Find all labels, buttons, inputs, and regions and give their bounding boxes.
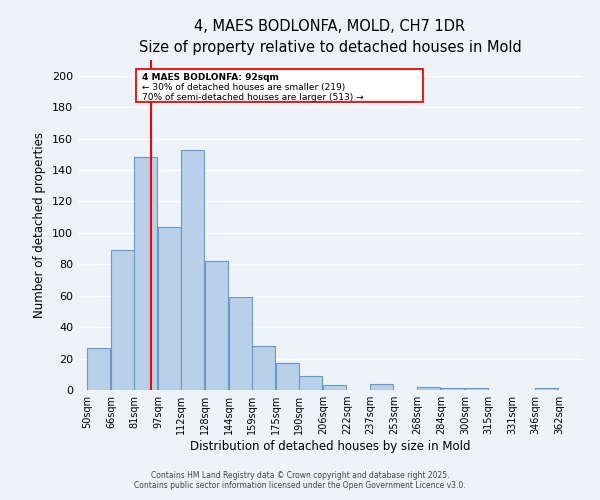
Bar [466,388,488,390]
Bar [299,376,322,390]
Y-axis label: Number of detached properties: Number of detached properties [34,132,46,318]
Title: 4, MAES BODLONFA, MOLD, CH7 1DR
Size of property relative to detached houses in : 4, MAES BODLONFA, MOLD, CH7 1DR Size of … [139,18,521,55]
Text: 70% of semi-detached houses are larger (513) →: 70% of semi-detached houses are larger (… [142,93,363,102]
FancyBboxPatch shape [136,70,423,102]
Bar [276,364,299,390]
X-axis label: Distribution of detached houses by size in Mold: Distribution of detached houses by size … [190,440,470,453]
Bar [441,388,464,390]
Text: Contains HM Land Registry data © Crown copyright and database right 2025.: Contains HM Land Registry data © Crown c… [151,470,449,480]
Bar [134,158,157,390]
Text: Contains public sector information licensed under the Open Government Licence v3: Contains public sector information licen… [134,480,466,490]
Bar [370,384,393,390]
Bar [205,261,228,390]
Bar [111,250,134,390]
Text: ← 30% of detached houses are smaller (219): ← 30% of detached houses are smaller (21… [142,83,345,92]
Bar [323,386,346,390]
Bar [252,346,275,390]
Bar [158,226,181,390]
Text: 4 MAES BODLONFA: 92sqm: 4 MAES BODLONFA: 92sqm [142,72,278,82]
Bar [535,388,558,390]
Bar [417,387,440,390]
Bar [229,298,252,390]
Bar [87,348,110,390]
Bar [181,150,203,390]
